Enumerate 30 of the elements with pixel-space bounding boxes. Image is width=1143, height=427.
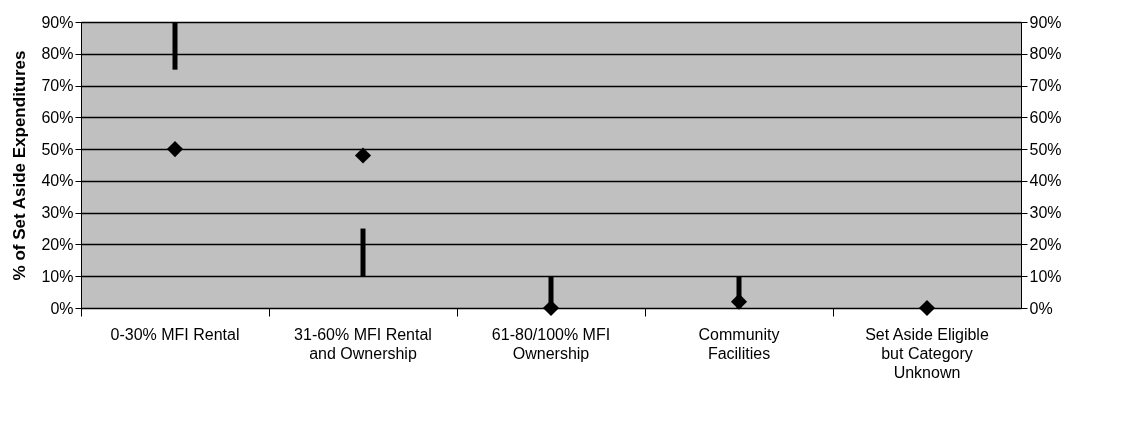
y2-tick-label: 10% [1029, 267, 1062, 285]
y2-tick-label: 30% [1029, 204, 1062, 222]
y2-tick-label: 20% [1029, 235, 1062, 253]
y2-tick-label: 50% [1029, 140, 1062, 158]
point [730, 293, 748, 310]
y2-tick-label: 80% [1029, 45, 1062, 63]
y2-tick-label: 0% [1029, 299, 1053, 317]
x-tick-label: Set Aside Eligible but Category Unknown [865, 325, 989, 381]
y-tick-label: 70% [41, 77, 74, 95]
y-tick-label: 50% [41, 140, 74, 158]
y-tick-label: 20% [41, 235, 74, 253]
y-tick-label: 0% [50, 299, 74, 317]
y2-tick-label: 90% [1029, 13, 1062, 31]
point [918, 299, 936, 317]
point [166, 141, 184, 158]
y-tick-label: 80% [41, 45, 74, 63]
y-axis-title: % of Set Aside Expenditures [10, 50, 30, 281]
point [354, 147, 372, 164]
y-tick-label: 90% [41, 13, 74, 31]
x-tick-label: 61-80/100% MFI Ownership [491, 325, 611, 362]
y2-tick-label: 70% [1029, 77, 1062, 95]
y2-tick-label: 40% [1029, 172, 1062, 190]
x-tick-label: Community Facilities [698, 325, 780, 362]
y-tick-label: 10% [41, 267, 74, 285]
y-tick-label: 30% [41, 204, 74, 222]
x-tick-label: 31-60% MFI Rental and Ownership [294, 325, 432, 362]
y-tick-label: 40% [41, 172, 74, 190]
y2-tick-label: 60% [1029, 108, 1062, 126]
y-tick-label: 60% [41, 108, 74, 126]
x-tick-label: 0-30% MFI Rental [110, 325, 240, 343]
